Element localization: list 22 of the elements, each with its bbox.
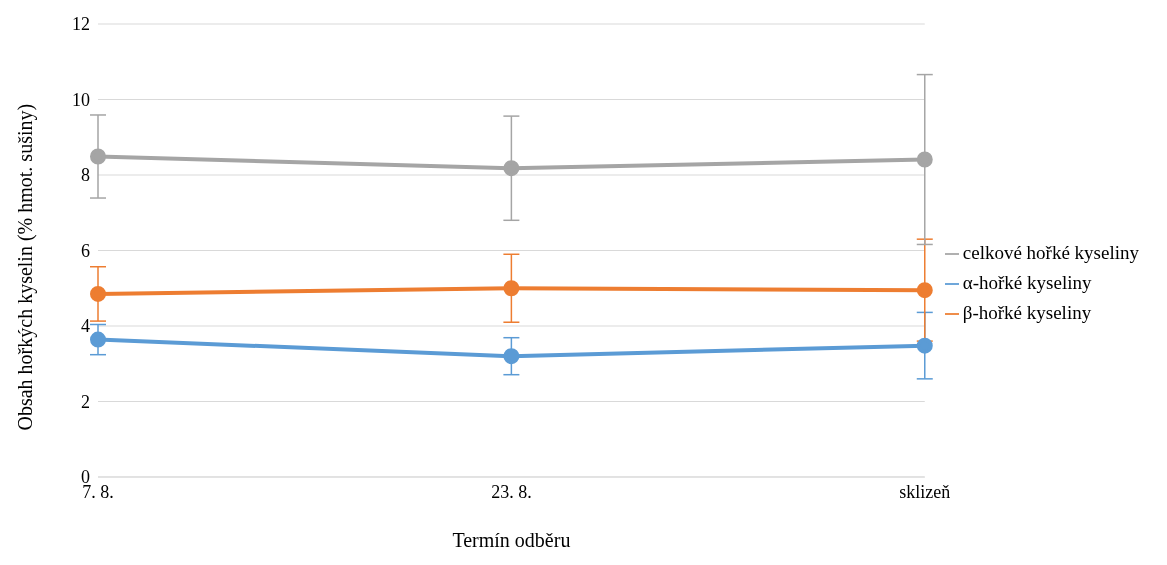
legend-label: α-hořké kyseliny <box>962 271 1092 293</box>
x-axis-title: Termín odběru <box>452 529 571 551</box>
y-tick-label: 4 <box>81 316 90 337</box>
point <box>503 160 520 177</box>
point <box>90 148 106 165</box>
point <box>90 331 106 348</box>
point <box>503 348 520 365</box>
point <box>916 337 933 354</box>
y-tick-label: 6 <box>81 240 90 261</box>
point <box>90 285 106 302</box>
y-tick-label: 8 <box>81 165 90 186</box>
x-tick-label: 23. 8. <box>491 481 532 502</box>
y-tick-label: 10 <box>72 89 90 110</box>
y-tick-label: 2 <box>81 391 90 412</box>
point <box>916 151 933 168</box>
point <box>916 282 933 299</box>
legend-label: celkové hořké kyseliny <box>962 241 1139 263</box>
y-axis-title: Obsah hořkých kyselin (% hmot. sušiny) <box>14 103 38 431</box>
point <box>503 280 520 297</box>
legend-label: β-hořké kyseliny <box>962 301 1092 323</box>
x-tick-label: sklizeň <box>899 481 951 502</box>
y-tick-label: 12 <box>72 14 90 35</box>
